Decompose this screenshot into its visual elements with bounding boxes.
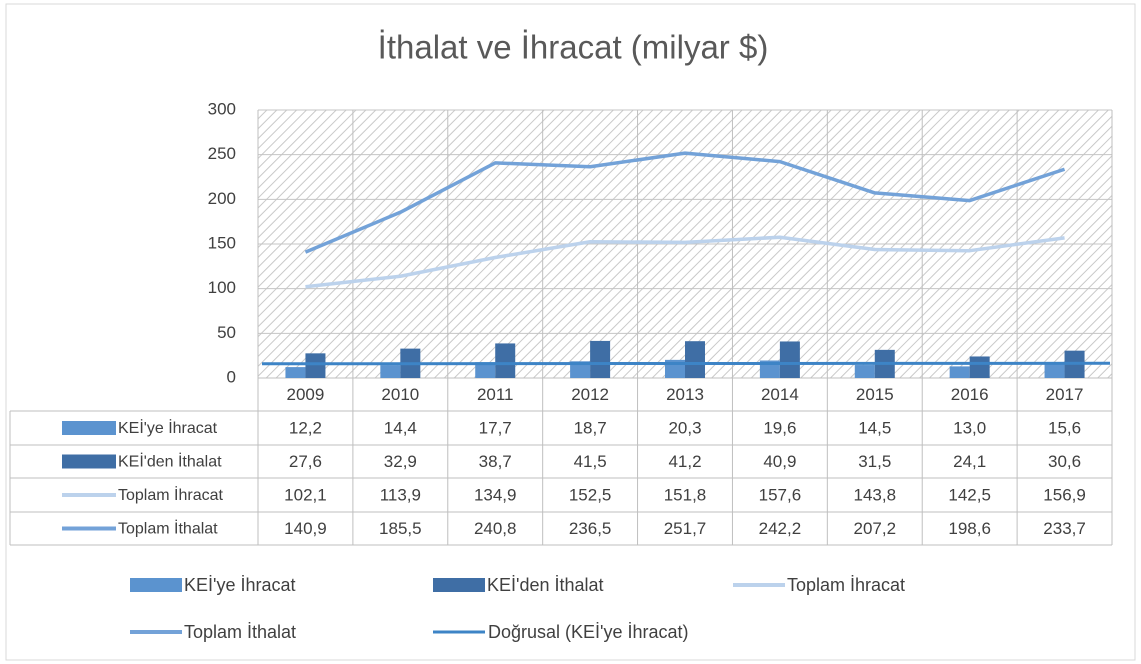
table-cell: 102,1 <box>284 485 327 504</box>
y-tick-label: 100 <box>208 278 236 297</box>
table-cell: 14,5 <box>858 418 891 437</box>
table-cell: 12,2 <box>289 418 322 437</box>
y-tick-label: 200 <box>208 189 236 208</box>
bar <box>380 365 401 378</box>
table-cell: 198,6 <box>948 519 991 538</box>
table-cell: 251,7 <box>664 519 707 538</box>
table-cell: 27,6 <box>289 452 322 471</box>
table-cell: 185,5 <box>379 519 422 538</box>
bar <box>285 367 306 378</box>
bar <box>685 341 705 378</box>
x-tick-label: 2016 <box>951 385 989 404</box>
bar <box>854 365 875 378</box>
x-tick-label: 2013 <box>666 385 704 404</box>
table-cell: 20,3 <box>668 418 701 437</box>
table-cell: 151,8 <box>664 485 707 504</box>
x-tick-label: 2017 <box>1046 385 1084 404</box>
x-tick-label: 2015 <box>856 385 894 404</box>
y-tick-label: 50 <box>217 323 236 342</box>
bar <box>305 353 326 378</box>
table-cell: 157,6 <box>759 485 802 504</box>
y-tick-label: 300 <box>208 99 236 118</box>
legend-label: Doğrusal (KEİ'ye İhracat) <box>488 622 689 642</box>
legend-label: KEİ'ye İhracat <box>184 575 296 595</box>
table-cell: 24,1 <box>953 452 986 471</box>
table-cell: 13,0 <box>953 418 986 437</box>
x-tick-label: 2014 <box>761 385 799 404</box>
trendline <box>261 361 1111 366</box>
table-cell: 113,9 <box>380 485 421 504</box>
x-tick-label: 2010 <box>381 385 419 404</box>
bar <box>1044 364 1065 378</box>
x-tick-label: 2009 <box>287 385 325 404</box>
legend-label: Toplam İhracat <box>787 575 905 595</box>
table-cell: 242,2 <box>759 519 802 538</box>
legend-key <box>62 454 116 469</box>
table-cell: 140,9 <box>284 519 327 538</box>
table-cell: 17,7 <box>479 418 512 437</box>
legend-label: KEİ'den İthalat <box>487 575 604 595</box>
table-cell: 31,5 <box>858 452 891 471</box>
table-cell: 30,6 <box>1048 452 1081 471</box>
table-cell: 134,9 <box>474 485 517 504</box>
table-cell: 15,6 <box>1048 418 1081 437</box>
bar <box>475 362 496 378</box>
bar <box>570 361 591 378</box>
table-row-label: Toplam İthalat <box>118 519 218 538</box>
y-tick-label: 0 <box>227 367 236 386</box>
table-cell: 18,7 <box>574 418 607 437</box>
legend-key <box>62 421 116 435</box>
x-tick-label: 2012 <box>571 385 609 404</box>
table-cell: 41,2 <box>668 452 701 471</box>
table-row-label: KEİ'den İthalat <box>118 452 222 471</box>
table-cell: 14,4 <box>384 418 417 437</box>
line-series <box>304 151 1066 254</box>
bar <box>495 343 516 378</box>
table-cell: 152,5 <box>569 485 612 504</box>
table-cell: 156,9 <box>1043 485 1086 504</box>
table-cell: 240,8 <box>474 519 517 538</box>
x-tick-label: 2011 <box>477 385 514 404</box>
table-cell: 41,5 <box>574 452 607 471</box>
table-cell: 233,7 <box>1043 519 1086 538</box>
legend-key <box>433 578 485 592</box>
y-tick-label: 250 <box>208 144 236 163</box>
legend-key <box>130 578 182 592</box>
y-tick-label: 150 <box>208 233 236 252</box>
table-cell: 38,7 <box>479 452 512 471</box>
table-cell: 207,2 <box>854 519 897 538</box>
bar <box>969 356 990 378</box>
bar <box>590 340 611 378</box>
table-cell: 32,9 <box>384 452 417 471</box>
table-cell: 142,5 <box>948 485 991 504</box>
table-cell: 40,9 <box>763 452 796 471</box>
table-row-label: Toplam İhracat <box>118 485 223 504</box>
legend-label: Toplam İthalat <box>184 622 296 642</box>
table-cell: 236,5 <box>569 519 612 538</box>
bar <box>949 366 970 378</box>
chart-title: İthalat ve İhracat (milyar $) <box>378 29 769 66</box>
table-row-label: KEİ'ye İhracat <box>118 418 218 437</box>
line-series <box>305 235 1065 289</box>
bar <box>779 341 800 378</box>
table-cell: 143,8 <box>854 485 897 504</box>
table-cell: 19,6 <box>763 418 796 437</box>
